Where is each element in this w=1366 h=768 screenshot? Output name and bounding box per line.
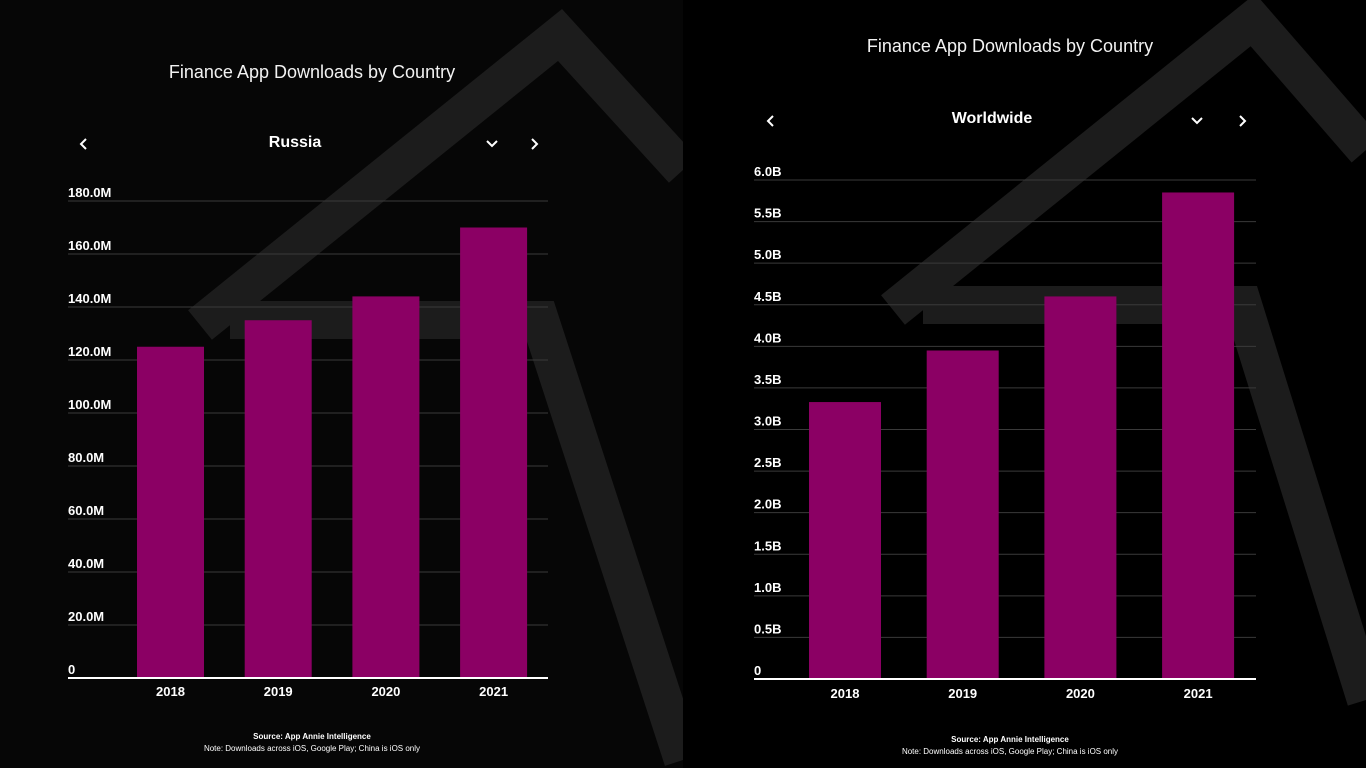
y-tick-label: 20.0M: [68, 609, 104, 624]
next-country-button[interactable]: [1229, 108, 1255, 134]
y-tick-label: 80.0M: [68, 450, 104, 465]
chart-source: Source: App Annie Intelligence: [253, 732, 371, 741]
next-country-button[interactable]: [521, 131, 547, 157]
prev-country-button[interactable]: [758, 108, 784, 134]
x-category-label: 2020: [1066, 686, 1095, 701]
chart-title: Finance App Downloads by Country: [168, 62, 456, 82]
chevron-down-icon: [1191, 117, 1203, 125]
chevron-right-icon: [1239, 115, 1247, 127]
y-tick-label: 1.0B: [754, 580, 781, 595]
background-arrow-shape: [188, 8, 683, 766]
chevron-left-icon: [766, 115, 774, 127]
bar-2018[interactable]: [137, 346, 204, 678]
x-category-label: 2018: [156, 684, 185, 699]
bar-2020[interactable]: [352, 296, 420, 678]
y-tick-label: 5.0B: [754, 247, 781, 262]
y-tick-label: 120.0M: [68, 344, 111, 359]
y-tick-label: 4.5B: [754, 289, 781, 304]
y-tick-label: 6.0B: [754, 164, 781, 179]
chart-title: Finance App Downloads by Country: [866, 36, 1154, 56]
y-tick-label: 60.0M: [68, 503, 104, 518]
bar-2021[interactable]: [1162, 192, 1235, 679]
y-tick-label: 0.5B: [754, 621, 781, 636]
y-tick-label: 0: [754, 663, 761, 678]
chevron-down-icon: [486, 140, 498, 148]
y-tick-label: 160.0M: [68, 238, 111, 253]
y-tick-label: 0: [68, 662, 75, 677]
y-tick-label: 3.5B: [754, 372, 781, 387]
y-tick-label: 1.5B: [754, 538, 781, 553]
y-tick-label: 100.0M: [68, 397, 111, 412]
bar-2018[interactable]: [809, 402, 881, 679]
y-tick-label: 180.0M: [68, 185, 111, 200]
chevron-left-icon: [79, 138, 87, 150]
bar-2021[interactable]: [460, 227, 528, 679]
y-tick-label: 2.0B: [754, 497, 781, 512]
y-tick-label: 3.0B: [754, 414, 781, 429]
bar-2020[interactable]: [1044, 296, 1117, 679]
y-tick-label: 40.0M: [68, 556, 104, 571]
prev-country-button[interactable]: [71, 131, 97, 157]
right-chart-panel: Finance App Downloads by Country Worldwi…: [683, 0, 1366, 768]
x-category-label: 2018: [831, 686, 860, 701]
y-tick-label: 4.0B: [754, 330, 781, 345]
x-category-label: 2019: [264, 684, 293, 699]
chart-source: Source: App Annie Intelligence: [951, 735, 1069, 744]
y-tick-label: 5.5B: [754, 206, 781, 221]
bar-chart-russia: 0 20.0M 40.0M 60.0M 80.0M 100.0M 120.0M 140.0M 1…: [68, 185, 548, 699]
bar-2019[interactable]: [244, 320, 312, 678]
bar-chart-worldwide: 0 0.5B 1.0B 1.5B 2.0B 2.5B 3.0B 3.5B 4.0B 4.5B 5.0…: [754, 164, 1256, 701]
x-category-label: 2019: [948, 686, 977, 701]
country-selector-label[interactable]: Russia: [268, 134, 322, 151]
bar-2019[interactable]: [926, 350, 999, 679]
y-tick-label: 140.0M: [68, 291, 111, 306]
x-category-label: 2020: [371, 684, 400, 699]
x-category-label: 2021: [1184, 686, 1213, 701]
chevron-right-icon: [531, 138, 539, 150]
chart-note: Note: Downloads across iOS, Google Play;…: [203, 744, 421, 753]
left-chart-panel: Finance App Downloads by Country Russia …: [68, 8, 683, 766]
country-selector-label[interactable]: Worldwide: [951, 110, 1033, 127]
x-category-label: 2021: [479, 684, 508, 699]
chart-note: Note: Downloads across iOS, Google Play;…: [901, 747, 1119, 756]
country-dropdown-button[interactable]: [1184, 108, 1210, 134]
country-dropdown-button[interactable]: [479, 131, 505, 157]
y-tick-label: 2.5B: [754, 455, 781, 470]
